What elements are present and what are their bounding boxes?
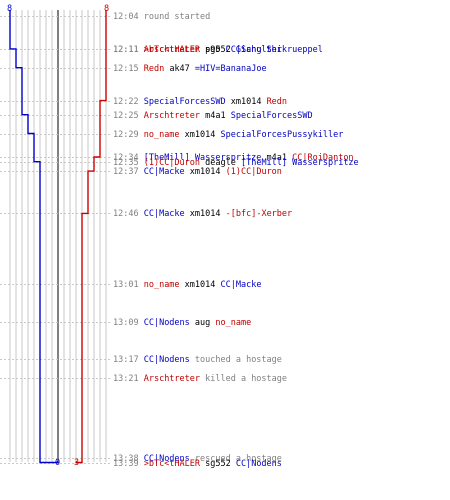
event-text-part: CC|Schulterkrueppel (225, 45, 323, 55)
event-text-part: xm1014 (179, 280, 221, 290)
event-text-part: no_name (143, 130, 180, 140)
event-text-part: ak47 (164, 64, 195, 74)
event-row: 13:01 no_name xm1014 CC|Macke (113, 280, 261, 290)
event-text-part: >bTc<tHALER (143, 459, 201, 469)
event-text-part: no_name (215, 318, 252, 328)
event-text-part: aug (189, 318, 216, 328)
event-row: 12:29 no_name xm1014 SpecialForcesPussyk… (113, 130, 343, 140)
event-text-part: Redn (266, 97, 288, 107)
event-row: 13:17 CC|Nodens touched a hostage (113, 355, 282, 365)
event-text-part: [TheMill] Wasserspritze (143, 153, 262, 163)
event-text-part: CC|Nodens (143, 454, 190, 464)
event-text-part: >bTc<tHALER (143, 45, 201, 55)
event-text-part: CC|Macke (143, 167, 185, 177)
event-time: 12:46 (113, 209, 139, 219)
event-row: 13:38 CC|Nodens rescued a hostage (113, 454, 282, 464)
event-row: 13:39 >bTc<tHALER sg552 CC|Nodens (113, 459, 282, 469)
team-a-player-line (9, 10, 59, 464)
event-text-part: CC|Macke (143, 209, 185, 219)
event-time: 12:04 (113, 12, 139, 22)
event-time: 12:22 (113, 97, 139, 107)
event-text-part: m4a1 (200, 111, 231, 121)
event-text-part: m4a1 (261, 153, 293, 163)
team-b-start-count: 8 (104, 4, 110, 14)
event-time: 12:11 (113, 45, 139, 55)
event-text-part: SpecialForcesSWD (230, 111, 313, 121)
event-text-part: Giang Shi (235, 45, 282, 55)
event-text-part: CC|Macke (220, 280, 262, 290)
event-text-part: =HIV=BananaJoe (194, 64, 267, 74)
event-time: 13:09 (113, 318, 139, 328)
event-row: 12:15 Redn ak47 =HIV=BananaJoe (113, 64, 267, 74)
event-row: 12:34 [TheMill] Wasserspritze m4a1 CC|Ro… (113, 153, 354, 163)
event-text-part: rescued a hostage (189, 454, 282, 464)
event-text-part: CC|RoiDanton (292, 153, 354, 163)
team-b-player-line (75, 10, 107, 464)
event-text-part: no_name (143, 280, 180, 290)
event-text-part: sg552 (200, 459, 236, 469)
event-row: 12:37 CC|Macke xm1014 (1)CC|Duron (113, 167, 282, 177)
event-text-part: sg552 (200, 45, 236, 55)
event-time: 13:21 (113, 374, 139, 384)
event-text-part: CC|Nodens (143, 355, 190, 365)
event-time: 13:38 (113, 454, 139, 464)
event-text-part: killed a hostage (200, 374, 288, 384)
event-text-part: xm1014 (184, 209, 226, 219)
event-text-part: Arschtreter (143, 45, 201, 55)
event-text-part: Arschtreter (143, 111, 201, 121)
event-time: 13:39 (113, 459, 139, 469)
event-text-part: Redn (143, 64, 165, 74)
event-time: 12:34 (113, 153, 139, 163)
event-time: 12:37 (113, 167, 139, 177)
event-text-part: (1)CC|Duron (143, 158, 201, 168)
event-row: 12:25 Arschtreter m4a1 SpecialForcesSWD (113, 111, 313, 121)
team-a-end-count: 0 (55, 458, 61, 468)
event-time: 13:17 (113, 355, 139, 365)
event-row: 12:22 SpecialForcesSWD xm1014 Redn (113, 97, 287, 107)
event-text-part: [TheMill] Wasserspritze (240, 158, 359, 168)
event-row: 12:11 Arschtreter p90 CC|Schulterkrueppe… (113, 45, 323, 55)
event-text-part: (1)CC|Duron (225, 167, 282, 177)
event-row: 12:46 CC|Macke xm1014 -[bfc]-Xerber (113, 209, 292, 219)
event-text-part: p90 (200, 45, 226, 55)
event-time: 12:15 (113, 64, 139, 74)
event-time: 12:11 (113, 45, 139, 55)
event-text-part: SpecialForcesSWD (143, 97, 226, 107)
event-row: 12:04 round started (113, 12, 210, 22)
event-time: 12:35 (113, 158, 139, 168)
event-text-part: xm1014 (179, 130, 221, 140)
event-text-part: CC|Nodens (143, 318, 190, 328)
event-time: 13:01 (113, 280, 139, 290)
event-row: 12:35 (1)CC|Duron deagle [TheMill] Wasse… (113, 158, 359, 168)
event-text-part: SpecialForcesPussykiller (220, 130, 344, 140)
team-a-start-count: 8 (7, 4, 13, 14)
team-b-end-count: 3 (74, 458, 80, 468)
event-text-part: -[bfc]-Xerber (225, 209, 293, 219)
event-text-part: Arschtreter (143, 374, 201, 384)
event-row: 13:21 Arschtreter killed a hostage (113, 374, 287, 384)
event-text-part: xm1014 (184, 167, 226, 177)
event-text-part: xm1014 (225, 97, 267, 107)
event-time: 12:25 (113, 111, 139, 121)
event-text-part: touched a hostage (189, 355, 282, 365)
event-text-part: deagle (200, 158, 241, 168)
event-row: 12:11 >bTc<tHALER sg552 Giang Shi (113, 45, 282, 55)
event-time: 12:29 (113, 130, 139, 140)
event-text-part: CC|Nodens (235, 459, 282, 469)
event-text-part: round started (143, 12, 211, 22)
event-row: 13:09 CC|Nodens aug no_name (113, 318, 251, 328)
